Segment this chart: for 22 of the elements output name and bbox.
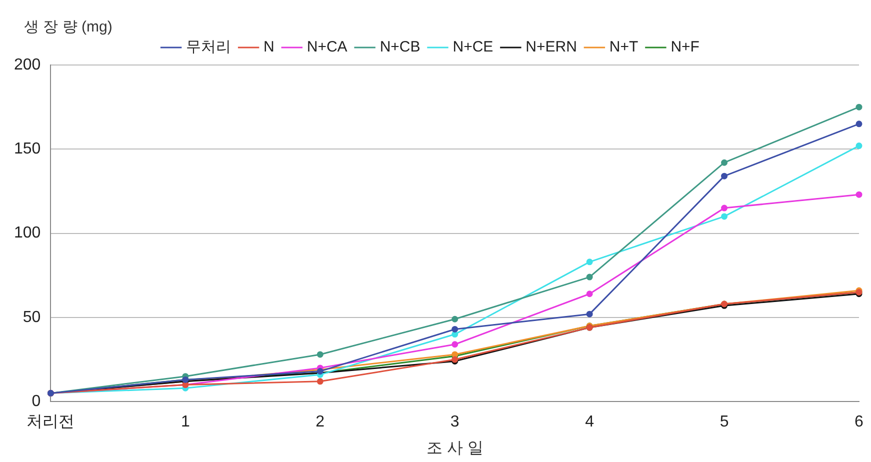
legend-label: N+ERN [526,38,577,56]
x-tick-label: 1 [180,414,190,431]
legend-label: N+CE [452,38,494,56]
x-tick-label: 4 [585,414,594,431]
legend-label: N+F [670,38,700,56]
legend-label: N+CA [306,38,348,56]
y-tick-label: 100 [14,224,41,242]
y-tick-label: 50 [22,308,41,326]
x-axis-title: 조 사 일 [426,440,484,457]
legend-label: N [264,38,274,56]
x-tick-label: 처리전 [26,414,75,431]
y-tick-label: 0 [32,393,41,410]
y-axis-title: 생 장 량 (mg) [24,18,112,36]
x-tick-label: 6 [854,414,864,431]
x-tick-label: 5 [720,414,729,431]
y-tick-label: 150 [14,140,41,158]
x-tick-label: 2 [316,414,325,431]
x-tick-label: 3 [450,414,460,431]
legend-label: N+CB [380,38,420,56]
legend-label: 무처리 [186,38,232,56]
y-tick-label: 200 [14,56,41,74]
legend-label: N+T [609,38,638,56]
